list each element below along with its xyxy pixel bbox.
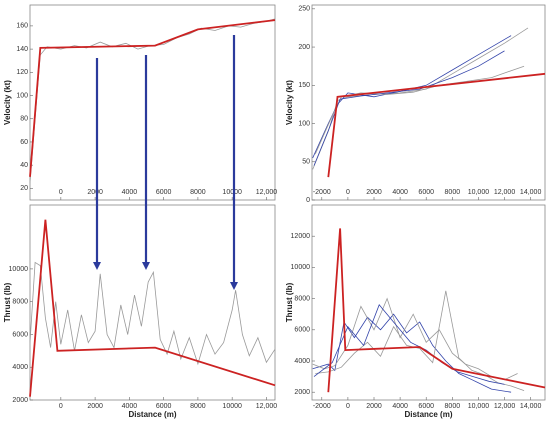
y-tick-label: 20 xyxy=(20,185,28,192)
y-tick-label: 100 xyxy=(298,120,310,127)
x-tick-label: 10000 xyxy=(222,403,242,410)
x-tick-label: 8000 xyxy=(445,403,461,410)
x-tick-label: 6000 xyxy=(418,403,434,410)
x-tick-label: 0 xyxy=(346,403,350,410)
x-tick-label: 6000 xyxy=(156,189,172,196)
x-tick-label: 14,000 xyxy=(520,403,542,410)
x-tick-label: -2000 xyxy=(313,403,331,410)
y-axis-label: Velocity (kt) xyxy=(3,80,12,125)
y-axis-label: Thrust (lb) xyxy=(3,282,12,322)
x-tick-label: 0 xyxy=(346,189,350,196)
x-tick-label: 8000 xyxy=(445,189,461,196)
y-tick-label: 2000 xyxy=(12,397,28,404)
y-tick-label: 0 xyxy=(306,197,310,204)
x-tick-label: 10000 xyxy=(222,189,242,196)
x-tick-label: 12,000 xyxy=(256,189,278,196)
x-tick-label: -2000 xyxy=(313,189,331,196)
y-tick-label: 4000 xyxy=(294,358,310,365)
x-tick-label: 10,000 xyxy=(468,403,490,410)
y-tick-label: 50 xyxy=(302,159,310,166)
y-tick-label: 8000 xyxy=(294,295,310,302)
y-tick-label: 120 xyxy=(16,69,28,76)
x-tick-label: 10,000 xyxy=(468,189,490,196)
x-tick-label: 2000 xyxy=(87,403,103,410)
series-line xyxy=(327,72,546,178)
y-tick-label: 4000 xyxy=(12,364,28,371)
x-tick-label: 4000 xyxy=(122,189,138,196)
x-tick-label: 2000 xyxy=(366,403,382,410)
x-tick-label: 0 xyxy=(59,189,63,196)
arrow-head xyxy=(230,282,238,290)
arrow-head xyxy=(93,262,101,270)
y-tick-label: 8000 xyxy=(12,299,28,306)
y-tick-label: 100 xyxy=(16,92,28,99)
plot-area xyxy=(29,4,276,201)
y-tick-label: 40 xyxy=(20,162,28,169)
series-line xyxy=(327,228,546,393)
series-line xyxy=(315,290,525,391)
x-tick-label: 2000 xyxy=(87,189,103,196)
y-tick-label: 150 xyxy=(298,82,310,89)
y-tick-label: 160 xyxy=(16,23,28,30)
y-tick-label: 6000 xyxy=(12,331,28,338)
x-tick-label: 8000 xyxy=(190,189,206,196)
x-axis-label: Distance (m) xyxy=(128,410,176,419)
x-tick-label: 0 xyxy=(59,403,63,410)
x-tick-label: 4000 xyxy=(392,403,408,410)
y-axis-label: Thrust (lb) xyxy=(285,282,294,322)
arrows xyxy=(93,35,238,290)
y-tick-label: 10000 xyxy=(291,264,311,271)
x-tick-label: 2000 xyxy=(366,189,382,196)
series-line xyxy=(312,297,518,381)
series-line xyxy=(29,261,276,366)
x-tick-label: 6000 xyxy=(418,189,434,196)
x-tick-label: 6000 xyxy=(156,403,172,410)
arrow-head xyxy=(142,262,150,270)
plot-area xyxy=(311,4,546,201)
series-line xyxy=(313,50,505,166)
y-tick-label: 200 xyxy=(298,44,310,51)
y-tick-label: 2000 xyxy=(294,389,310,396)
y-tick-label: 10000 xyxy=(9,266,29,273)
series-line xyxy=(313,304,505,385)
x-tick-label: 12,000 xyxy=(256,403,278,410)
x-tick-label: 12,000 xyxy=(494,189,516,196)
x-axis-label: Distance (m) xyxy=(404,410,452,419)
series-line xyxy=(29,19,276,177)
plot-area xyxy=(311,204,546,401)
y-tick-label: 140 xyxy=(16,46,28,53)
x-tick-label: 4000 xyxy=(122,403,138,410)
x-tick-label: 12,000 xyxy=(494,403,516,410)
x-tick-label: 4000 xyxy=(392,189,408,196)
y-tick-label: 250 xyxy=(298,6,310,13)
series-line xyxy=(29,219,276,397)
y-axis-label: Velocity (kt) xyxy=(285,80,294,125)
y-tick-label: 60 xyxy=(20,139,28,146)
y-tick-label: 80 xyxy=(20,116,28,123)
x-tick-label: 8000 xyxy=(190,403,206,410)
y-tick-label: 12000 xyxy=(291,233,311,240)
plot-area xyxy=(29,204,276,401)
x-tick-label: 14,000 xyxy=(520,189,542,196)
y-tick-label: 6000 xyxy=(294,327,310,334)
